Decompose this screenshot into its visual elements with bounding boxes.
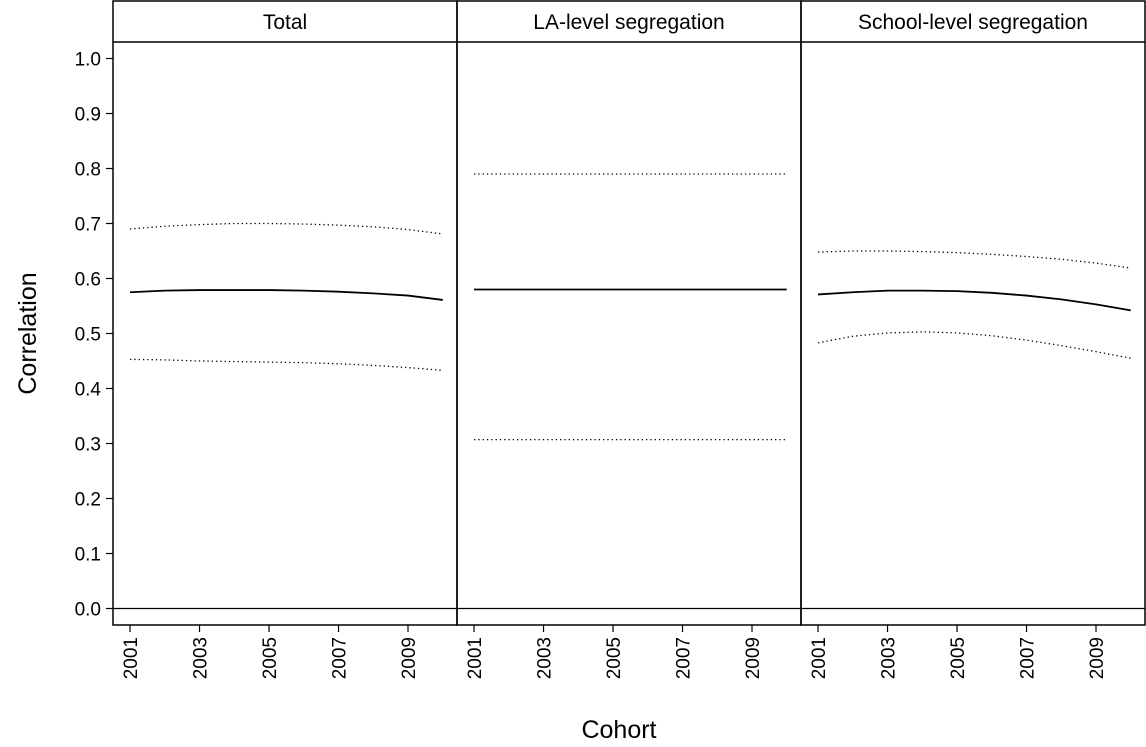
y-tick-label: 1.0 — [75, 50, 101, 71]
estimate-line — [817, 289, 1131, 312]
ci-line — [818, 250, 1131, 269]
y-tick-label: 0.6 — [75, 270, 101, 291]
ci-line — [817, 331, 1131, 359]
x-tick-label: 2007 — [330, 637, 351, 679]
y-axis-title: Correlation — [14, 272, 42, 394]
panel-frame — [456, 0, 802, 626]
x-tick-label: 2005 — [948, 637, 969, 679]
y-tick-label: 0.3 — [75, 435, 101, 456]
x-tick-label: 2003 — [535, 637, 556, 679]
x-tick-label: 2003 — [191, 637, 212, 679]
x-tick-label: 2001 — [121, 637, 142, 679]
y-tick-label: 0.4 — [75, 380, 102, 401]
panel-title: LA-level segregation — [533, 11, 724, 34]
y-tick-label: 0.1 — [75, 545, 101, 566]
panel-frame — [800, 0, 1146, 626]
x-tick-label: 2007 — [1018, 637, 1039, 679]
x-tick-label: 2005 — [604, 637, 625, 679]
ci-line — [129, 222, 443, 235]
x-tick-label: 2001 — [809, 637, 830, 679]
y-tick-label: 0.0 — [75, 600, 101, 621]
x-tick-label: 2009 — [1087, 637, 1108, 679]
x-tick-label: 2007 — [674, 637, 695, 679]
panel-title: Total — [263, 11, 307, 34]
panel-title: School-level segregation — [858, 11, 1088, 34]
x-tick-label: 2009 — [743, 637, 764, 679]
y-tick-label: 0.8 — [75, 160, 101, 181]
x-tick-label: 2009 — [399, 637, 420, 679]
x-tick-label: 2005 — [260, 637, 281, 679]
x-tick-label: 2003 — [879, 637, 900, 679]
x-axis-title: Cohort — [581, 716, 656, 744]
y-tick-label: 0.9 — [75, 105, 101, 126]
y-tick-label: 0.5 — [75, 325, 101, 346]
estimate-line — [129, 289, 443, 301]
y-tick-label: 0.2 — [75, 490, 101, 511]
ci-line — [130, 358, 443, 371]
x-tick-label: 2001 — [465, 637, 486, 679]
panel-frame — [112, 0, 458, 626]
y-tick-label: 0.7 — [75, 215, 101, 236]
